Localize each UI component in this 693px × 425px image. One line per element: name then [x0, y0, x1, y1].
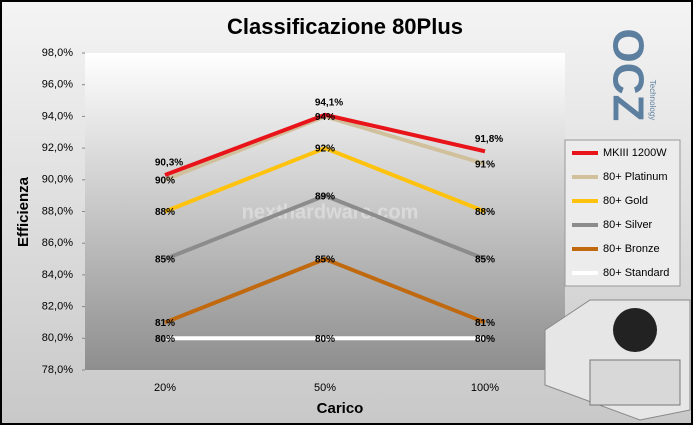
series-line [164, 193, 486, 261]
y-tick-label: 98,0% [42, 47, 73, 59]
y-tick-label: 92,0% [42, 142, 73, 154]
data-label: 90% [155, 175, 175, 186]
y-tick-label: 82,0% [42, 301, 73, 313]
data-label: 91,8% [475, 134, 503, 145]
y-tick-label: 78,0% [42, 364, 73, 376]
legend [564, 139, 681, 287]
data-label: 85% [155, 255, 175, 266]
product-image [544, 299, 691, 421]
y-tick-label: 94,0% [42, 110, 73, 122]
data-label: 80% [315, 334, 335, 345]
legend-label: 80+ Standard [603, 267, 669, 279]
x-tick-label: 50% [314, 382, 336, 394]
data-label: 94% [315, 112, 335, 123]
data-label: 88% [475, 207, 495, 218]
y-tick-label: 88,0% [42, 205, 73, 217]
y-axis-label: Efficienza [15, 176, 32, 247]
data-label: 90,3% [155, 158, 183, 169]
logo: OCZ Technology [603, 29, 657, 122]
data-label: 81% [155, 318, 175, 329]
watermark: nexthardware.com [242, 201, 419, 223]
x-axis-label: Carico [317, 400, 364, 417]
x-tick-label: 100% [471, 382, 499, 394]
data-label: 91% [475, 160, 495, 171]
data-label: 94,1% [315, 97, 343, 108]
y-tick-label: 90,0% [42, 174, 73, 186]
series-line [164, 112, 486, 177]
series-line [164, 145, 486, 214]
data-label: 80% [475, 334, 495, 345]
chart-title: Classificazione 80Plus [227, 14, 463, 39]
data-label: 85% [315, 255, 335, 266]
data-label: 80% [155, 334, 175, 345]
y-tick-label: 80,0% [42, 332, 73, 344]
data-label: 81% [475, 318, 495, 329]
data-label: 89% [315, 191, 335, 202]
y-tick-label: 86,0% [42, 237, 73, 249]
series-line [164, 256, 486, 325]
legend-label: MKIII 1200W [603, 147, 667, 159]
data-label: 85% [475, 255, 495, 266]
legend-label: 80+ Bronze [603, 243, 660, 255]
y-tick-label: 84,0% [42, 269, 73, 281]
data-label: 88% [155, 207, 175, 218]
data-label: 92% [315, 144, 335, 155]
logo-text: OCZ [603, 29, 652, 122]
x-tick-label: 20% [154, 382, 176, 394]
logo-subtitle: Technology [648, 80, 657, 120]
legend-label: 80+ Gold [603, 195, 648, 207]
y-tick-label: 96,0% [42, 79, 73, 91]
legend-label: 80+ Silver [603, 219, 653, 231]
legend-label: 80+ Platinum [603, 171, 668, 183]
